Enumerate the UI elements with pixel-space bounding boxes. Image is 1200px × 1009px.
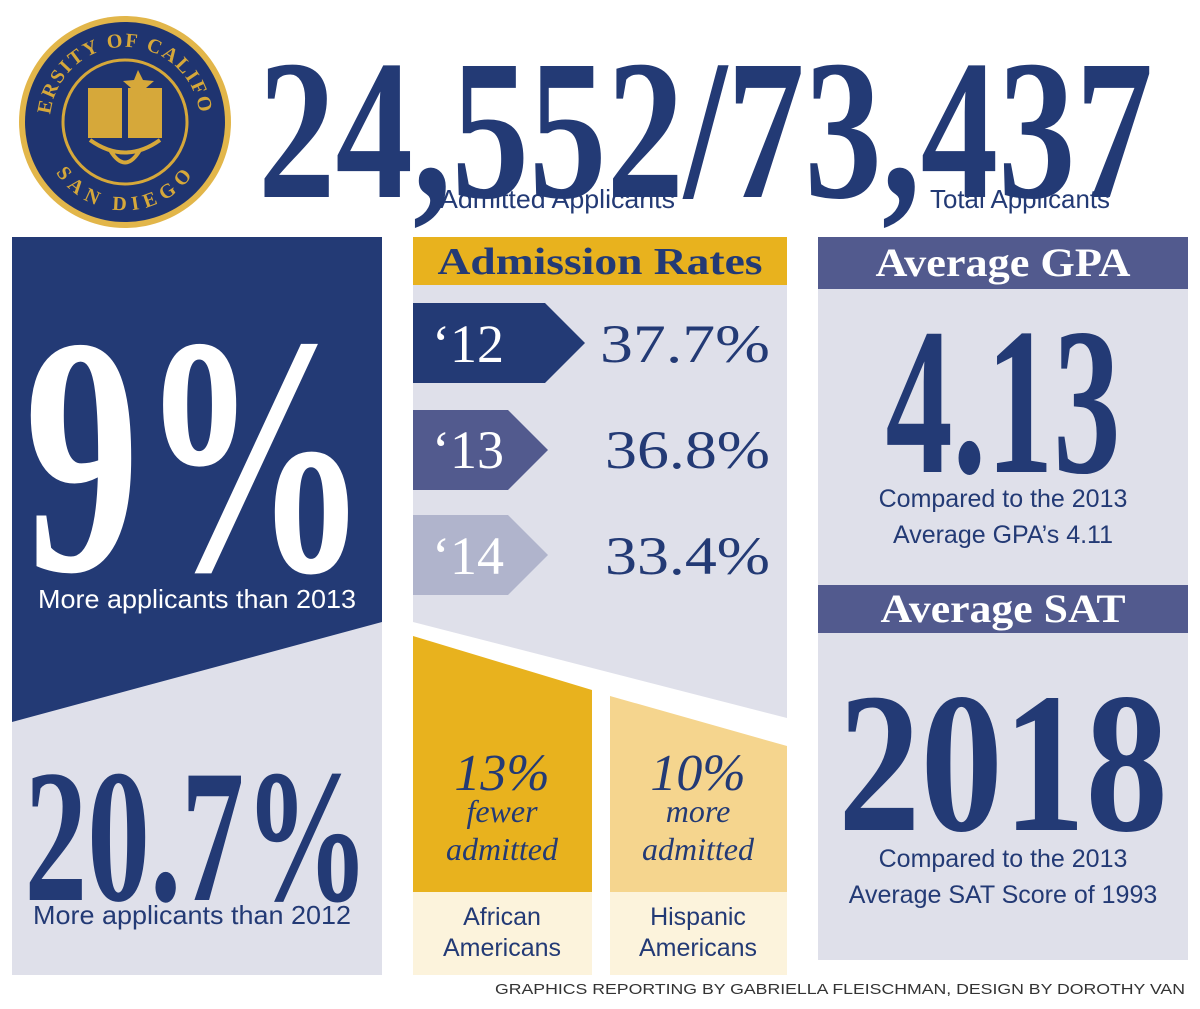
- twenty-percent: 20.7%: [25, 732, 370, 942]
- hispanic-label-block: [610, 892, 787, 975]
- sat-figure: 2018: [838, 653, 1168, 874]
- credit: GRAPHICS REPORTING BY GABRIELLA FLEISCHM…: [495, 981, 1185, 998]
- arrow-12: [413, 303, 585, 383]
- gpa-caption: Average GPA’s 4.11: [893, 521, 1113, 549]
- bottom-caption: More applicants than 2012: [33, 900, 351, 930]
- group-label: Hispanic: [650, 903, 746, 931]
- rates-header: [413, 237, 787, 285]
- african-block: [413, 636, 592, 892]
- total-label: Total Applicants: [930, 184, 1110, 214]
- sat-title: Average SAT: [881, 586, 1126, 631]
- rates-title: Admission Rates: [438, 241, 763, 283]
- top-caption: More applicants than 2013: [38, 584, 356, 614]
- group-label: African: [463, 903, 541, 931]
- gpa-figure: 4.13: [886, 286, 1121, 518]
- arrow-14: [413, 515, 548, 595]
- group-label: Americans: [639, 934, 757, 962]
- rate-label: 37.7%: [600, 314, 770, 374]
- african-label-block: [413, 892, 592, 975]
- group-figure: 10%: [650, 745, 745, 802]
- gpa-title: Average GPA: [876, 240, 1131, 285]
- year-label: ‘12: [432, 314, 504, 374]
- arrow-13: [413, 410, 548, 490]
- group-figure: 13%: [454, 745, 549, 802]
- year-label: ‘14: [432, 526, 504, 586]
- group-line: more: [666, 793, 731, 829]
- group-line: admitted: [642, 831, 755, 867]
- sat-header: [818, 585, 1188, 633]
- rate-label: 36.8%: [605, 420, 770, 480]
- left-navy-block: [12, 237, 382, 722]
- gpa-caption: Compared to the 2013: [879, 485, 1128, 513]
- group-line: admitted: [446, 831, 559, 867]
- header-figure: 24,552/73,437: [258, 20, 1153, 241]
- sat-caption: Compared to the 2013: [879, 845, 1128, 873]
- nine-percent: 9%: [25, 267, 370, 644]
- group-label: Americans: [443, 934, 561, 962]
- seal: UNIVERSITY OF CALIFORNIA SAN DIEGO: [0, 0, 231, 228]
- group-line: fewer: [466, 793, 538, 829]
- year-label: ‘13: [432, 420, 504, 480]
- rate-label: 33.4%: [605, 526, 770, 586]
- hispanic-block: [610, 696, 787, 892]
- sat-caption: Average SAT Score of 1993: [849, 881, 1158, 909]
- gpa-header: [818, 237, 1188, 289]
- admitted-label: Admitted Applicants: [440, 184, 675, 214]
